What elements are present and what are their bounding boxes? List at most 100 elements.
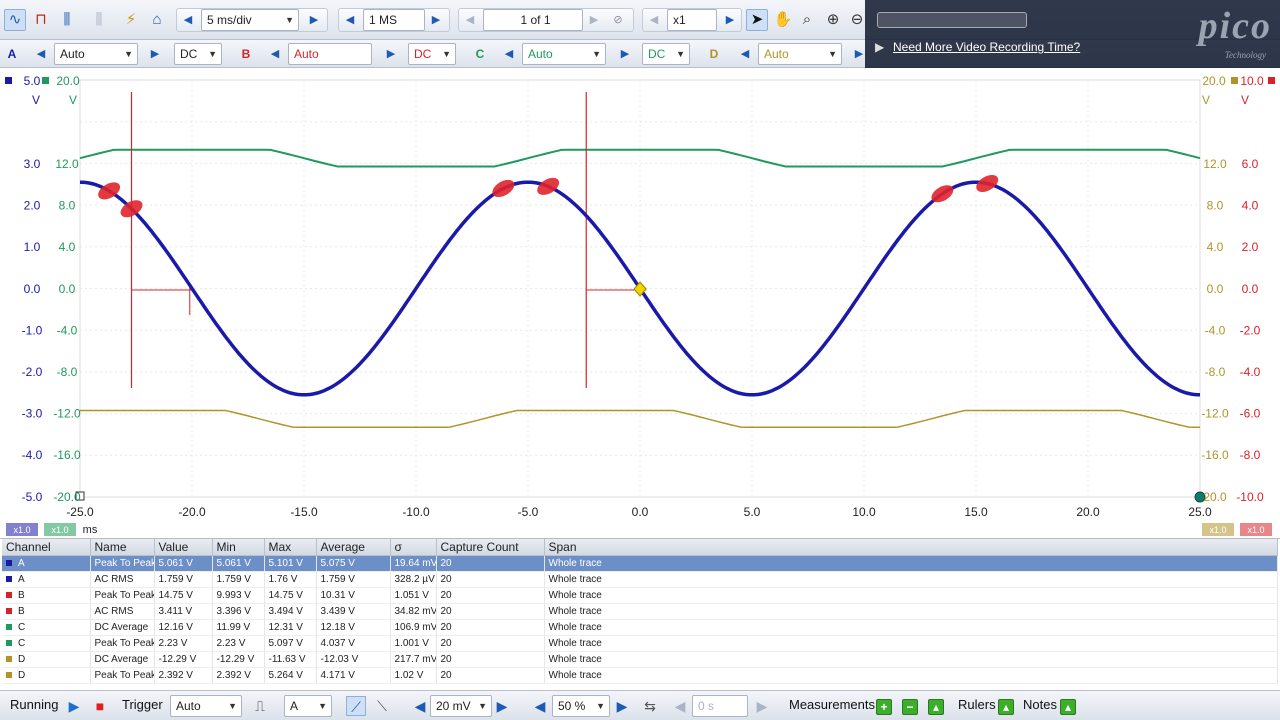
capture-prev-arrow-icon[interactable]: ◀	[465, 14, 475, 26]
start-button-icon[interactable]: ▶	[68, 698, 80, 714]
post-trigger-icon[interactable]: ⇆	[644, 698, 656, 714]
stop-button-icon[interactable]: ■	[95, 698, 105, 714]
timebase-select[interactable]: 5 ms/div ▼	[201, 9, 299, 31]
delete-measurement-icon[interactable]: ▴	[926, 696, 946, 716]
channel-d-range-prev-icon[interactable]: ◀	[740, 48, 750, 60]
samples-next-arrow-icon[interactable]: ▶	[431, 14, 441, 26]
column-header[interactable]: σ	[390, 539, 437, 556]
scope-mode-icon[interactable]: ∿	[4, 9, 26, 31]
measurement-cell-count: 20	[436, 619, 545, 636]
channel-a-range-next-icon[interactable]: ▶	[150, 48, 160, 60]
zoom-field[interactable]: x1	[667, 9, 717, 31]
samples-prev-arrow-icon[interactable]: ◀	[345, 14, 355, 26]
signal-generator-icon[interactable]: ⚡	[125, 11, 137, 28]
persistence-mode-icon[interactable]: ⊓	[35, 11, 47, 28]
pretrigger-prev-icon[interactable]: ◀	[534, 698, 546, 714]
notes-toggle-icon[interactable]: ▴	[1058, 696, 1078, 716]
trigger-advanced-icon[interactable]: ⎍	[255, 698, 265, 714]
pretrigger-field[interactable]: 50 % ▼	[552, 695, 610, 717]
column-header[interactable]: Span	[544, 539, 1278, 556]
pretrigger-next-icon[interactable]: ▶	[616, 698, 628, 714]
measurement-cell-min: 2.23 V	[212, 635, 265, 652]
ruler-handle-right-icon[interactable]	[1194, 491, 1206, 503]
rulers-settings-icon[interactable]: ▴	[996, 696, 1016, 716]
column-header[interactable]: Value	[154, 539, 213, 556]
measurement-cell-value: 14.75 V	[154, 587, 213, 604]
measurement-row[interactable]: A AC RMS 1.759 V 1.759 V 1.76 V 1.759 V 328.2 …	[2, 571, 1278, 588]
hand-tool-icon[interactable]: ✋	[773, 11, 793, 28]
threshold-prev-icon[interactable]: ◀	[414, 698, 426, 714]
channel-d-range-select[interactable]: Auto ▼	[758, 43, 842, 65]
pointer-tool-icon[interactable]: ➤	[746, 9, 768, 31]
home-icon[interactable]: ⌂	[152, 11, 162, 28]
promo-link[interactable]: Need More Video Recording Time?	[893, 40, 1081, 54]
channel-c-range-select[interactable]: Auto ▼	[522, 43, 606, 65]
column-header[interactable]: Max	[264, 539, 317, 556]
measurement-row[interactable]: A Peak To Peak 5.061 V 5.061 V 5.101 V 5.075 …	[2, 555, 1278, 572]
trigger-mode-select[interactable]: Auto ▼	[170, 695, 242, 717]
channel-a-range-select[interactable]: Auto ▼	[54, 43, 138, 65]
zoom-region-icon[interactable]: ⌕	[802, 11, 812, 28]
measurement-cell-sigma: 328.2 µV	[390, 571, 437, 588]
zoom-out-icon[interactable]: ⊖	[850, 11, 864, 28]
axis-d-scale: x1.0	[1209, 525, 1226, 535]
measurement-channel: D	[18, 653, 26, 665]
channel-c-label[interactable]: C	[475, 47, 485, 61]
zoom-in-icon[interactable]: ⊕	[826, 11, 840, 28]
measurement-cell-avg: 4.171 V	[316, 667, 391, 684]
capture-next-arrow-icon[interactable]: ▶	[589, 14, 599, 26]
channel-a-label[interactable]: A	[7, 47, 17, 61]
measurement-row[interactable]: B AC RMS 3.411 V 3.396 V 3.494 V 3.439 V 34.82…	[2, 603, 1278, 620]
add-measurement-icon[interactable]: +	[874, 696, 894, 716]
channel-b-range-select[interactable]: Auto	[288, 43, 372, 65]
channel-c-coupling-select[interactable]: DC ▼	[642, 43, 690, 65]
channel-d-label[interactable]: D	[709, 47, 719, 61]
channel-c-range-next-icon[interactable]: ▶	[620, 48, 630, 60]
timebase-group: ◀ 5 ms/div ▼ ▶	[176, 8, 328, 32]
measurement-row[interactable]: D Peak To Peak 2.392 V 2.392 V 5.264 V 4.171 …	[2, 667, 1278, 684]
channel-a-range-value: Auto	[60, 47, 85, 61]
channel-b-range-value: Auto	[294, 47, 319, 61]
samples-select[interactable]: 1 MS	[363, 9, 425, 31]
spectrum-mode-icon[interactable]: ⫼	[63, 11, 71, 28]
channel-a-range-prev-icon[interactable]: ◀	[36, 48, 46, 60]
timebase-prev-arrow-icon[interactable]: ◀	[183, 14, 193, 26]
scope-view[interactable]: 5.0 20.0 V V 20.0 10.0 V V 3.0 2.0 1.0 0.0 -1.0 -2.0-…	[0, 68, 1280, 540]
zoom-prev-arrow-icon[interactable]: ◀	[649, 14, 659, 26]
compass-icon[interactable]: ⊘	[613, 14, 623, 26]
measurement-row[interactable]: B Peak To Peak 14.75 V 9.993 V 14.75 V 10.31 …	[2, 587, 1278, 604]
delay-field[interactable]: 0 s	[692, 695, 748, 717]
channel-c-range-prev-icon[interactable]: ◀	[504, 48, 514, 60]
trigger-marker-icon[interactable]	[633, 281, 647, 297]
axis-b-tick-label: 0.0	[1242, 282, 1259, 296]
delay-prev-icon[interactable]: ◀	[674, 698, 686, 714]
column-header[interactable]: Average	[316, 539, 391, 556]
channel-d-range-next-icon[interactable]: ▶	[854, 48, 864, 60]
scope-graph[interactable]: 5.0 20.0V V20.0 10.0V V3.02.01.00.0-1.0-2.0-…	[0, 68, 1280, 540]
timebase-next-arrow-icon[interactable]: ▶	[309, 14, 319, 26]
zoom-next-arrow-icon[interactable]: ▶	[725, 14, 735, 26]
capture-index-field[interactable]: 1 of 1	[483, 9, 583, 31]
measurement-cell-sigma: 1.051 V	[390, 587, 437, 604]
threshold-next-icon[interactable]: ▶	[496, 698, 508, 714]
channel-a-coupling-select[interactable]: DC ▼	[174, 43, 222, 65]
channel-b-coupling-select[interactable]: DC ▼	[408, 43, 456, 65]
measurement-cell-avg: 12.18 V	[316, 619, 391, 636]
rising-edge-icon[interactable]: ⟋	[346, 696, 366, 716]
ruler-handle-left-icon[interactable]	[75, 491, 85, 501]
trigger-source-select[interactable]: A ▼	[284, 695, 332, 717]
column-header[interactable]: Min	[212, 539, 265, 556]
measurement-row[interactable]: D DC Average -12.29 V -12.29 V -11.63 V -12.0…	[2, 651, 1278, 668]
delay-next-icon[interactable]: ▶	[756, 698, 768, 714]
channel-b-range-next-icon[interactable]: ▶	[386, 48, 396, 60]
falling-edge-icon[interactable]: ⟍	[377, 698, 387, 714]
edit-measurement-icon[interactable]: −	[900, 696, 920, 716]
channel-b-label[interactable]: B	[241, 47, 251, 61]
column-header[interactable]: Capture Count	[436, 539, 545, 556]
channel-b-range-prev-icon[interactable]: ◀	[270, 48, 280, 60]
column-header[interactable]: Name	[90, 539, 155, 556]
threshold-field[interactable]: 20 mV ▼	[430, 695, 492, 717]
column-header[interactable]: Channel	[2, 539, 91, 556]
